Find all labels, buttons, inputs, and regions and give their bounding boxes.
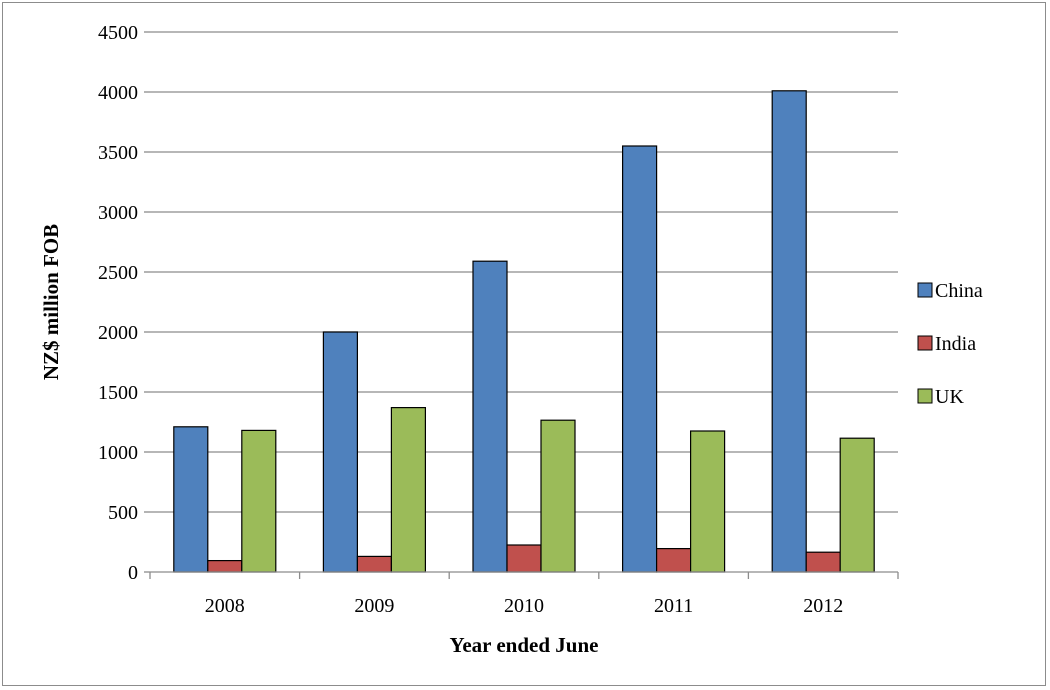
- legend-swatch-china: [917, 282, 933, 298]
- y-tick-label: 3000: [98, 202, 138, 224]
- bar-uk-2010: [540, 419, 576, 573]
- x-axis-title: Year ended June: [450, 633, 599, 657]
- y-axis-title: NZ$ million FOB: [39, 224, 63, 380]
- y-tick-label: 3500: [98, 142, 138, 164]
- legend-label-india: India: [935, 333, 976, 355]
- x-tick-label: 2010: [504, 595, 544, 617]
- bar-china-2008: [173, 426, 209, 573]
- y-tick-label: 4500: [98, 22, 138, 44]
- bar-uk-2008: [241, 429, 277, 573]
- x-tick-label: 2009: [354, 595, 394, 617]
- bar-china-2011: [621, 145, 658, 573]
- x-tick-label: 2011: [654, 595, 693, 617]
- y-tick-label: 0: [128, 562, 138, 584]
- y-tick-label: 2500: [98, 262, 138, 284]
- bar-india-2011: [655, 547, 692, 573]
- legend: China India UK: [917, 280, 983, 408]
- bar-india-2008: [207, 559, 243, 573]
- y-tick-label: 1500: [98, 382, 138, 404]
- bar-india-2010: [506, 544, 542, 573]
- y-tick-label: 4000: [98, 82, 138, 104]
- legend-swatch-india: [917, 335, 933, 351]
- bars: [173, 90, 875, 573]
- y-tick-label: 1000: [98, 442, 138, 464]
- y-tick-label: 500: [108, 502, 138, 524]
- bar-india-2009: [356, 555, 392, 573]
- x-tick-label: 2012: [803, 595, 843, 617]
- bar-china-2012: [771, 90, 807, 573]
- legend-label-china: China: [935, 280, 983, 302]
- y-tick-label: 2000: [98, 322, 138, 344]
- bar-uk-2011: [689, 430, 726, 573]
- bar-china-2009: [322, 331, 358, 573]
- y-axis-ticks: 0 500 1000 1500 2000 2500 3000 3500 4000 4500: [98, 22, 150, 584]
- x-axis-ticks: 2008 2009 2010 2011 2012: [149, 572, 899, 617]
- bar-uk-2012: [839, 437, 875, 573]
- legend-swatch-uk: [917, 388, 933, 404]
- bar-india-2012: [805, 551, 841, 573]
- x-tick-label: 2008: [205, 595, 245, 617]
- bar-uk-2009: [390, 407, 426, 573]
- bar-china-2010: [472, 260, 508, 573]
- legend-label-uk: UK: [935, 386, 964, 408]
